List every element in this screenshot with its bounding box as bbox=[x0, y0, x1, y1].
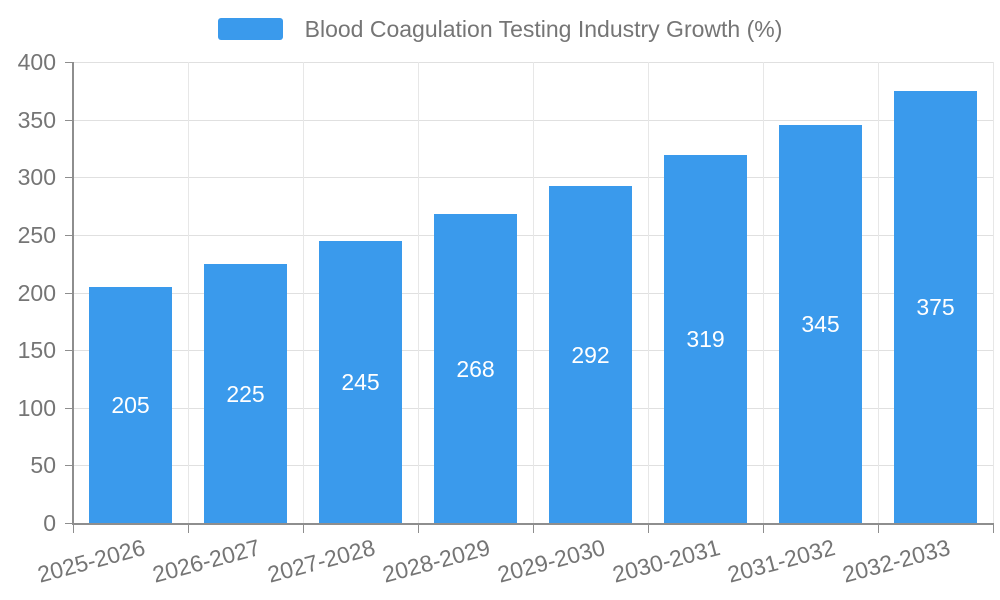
y-axis-tick bbox=[65, 120, 73, 121]
bar-value-label: 345 bbox=[801, 311, 840, 337]
y-axis-tick bbox=[65, 235, 73, 236]
x-axis-tick bbox=[533, 523, 534, 533]
y-axis-label: 0 bbox=[43, 510, 56, 536]
bar[interactable]: 225 bbox=[204, 264, 287, 523]
gridline-vertical bbox=[878, 62, 879, 523]
x-axis-tick bbox=[418, 523, 419, 533]
bar[interactable]: 268 bbox=[434, 214, 517, 523]
x-axis-label: 2026-2027 bbox=[149, 534, 263, 588]
x-axis-tick bbox=[878, 523, 879, 533]
y-axis-label: 200 bbox=[17, 280, 56, 306]
bar-value-label: 268 bbox=[456, 355, 495, 382]
x-axis-label: 2027-2028 bbox=[264, 534, 378, 588]
bar[interactable]: 245 bbox=[319, 241, 402, 523]
legend-item[interactable]: Blood Coagulation Testing Industry Growt… bbox=[0, 16, 1000, 42]
bar[interactable]: 292 bbox=[549, 186, 632, 523]
x-axis-label: 2029-2030 bbox=[494, 534, 608, 588]
y-axis-tick bbox=[65, 408, 73, 409]
y-axis-tick bbox=[65, 177, 73, 178]
gridline-vertical bbox=[188, 62, 189, 523]
gridline-vertical bbox=[648, 62, 649, 523]
x-axis-tick bbox=[993, 523, 994, 533]
bar[interactable]: 205 bbox=[89, 287, 172, 523]
gridline-vertical bbox=[763, 62, 764, 523]
y-axis-label: 300 bbox=[17, 164, 56, 190]
gridline-vertical bbox=[303, 62, 304, 523]
y-axis-label: 150 bbox=[17, 337, 56, 363]
y-axis-tick bbox=[65, 465, 73, 466]
y-axis-label: 100 bbox=[17, 395, 56, 421]
bar-value-label: 225 bbox=[226, 380, 265, 407]
gridline-vertical bbox=[418, 62, 419, 523]
bar-value-label: 292 bbox=[571, 341, 610, 368]
x-axis-label: 2031-2032 bbox=[724, 534, 838, 588]
y-axis-tick bbox=[65, 62, 73, 63]
x-axis-label: 2025-2026 bbox=[34, 534, 148, 588]
legend-swatch-icon bbox=[217, 18, 283, 40]
x-axis-label: 2032-2033 bbox=[839, 534, 953, 588]
y-axis-tick bbox=[65, 350, 73, 351]
x-axis-tick bbox=[73, 523, 74, 533]
x-axis-tick bbox=[188, 523, 189, 533]
x-axis-label: 2030-2031 bbox=[609, 534, 723, 588]
gridline-vertical bbox=[993, 62, 994, 523]
y-axis-tick bbox=[65, 293, 73, 294]
x-axis-tick bbox=[763, 523, 764, 533]
y-axis-label: 50 bbox=[30, 452, 56, 478]
bar-value-label: 319 bbox=[686, 326, 725, 352]
y-axis-label: 400 bbox=[17, 49, 56, 75]
y-axis-tick bbox=[65, 523, 73, 524]
bar[interactable]: 319 bbox=[664, 155, 747, 523]
gridline-vertical bbox=[533, 62, 534, 523]
bar-value-label: 245 bbox=[341, 369, 380, 395]
bar-value-label: 375 bbox=[916, 294, 955, 320]
x-axis-label: 2028-2029 bbox=[379, 534, 493, 588]
y-axis-label: 250 bbox=[17, 222, 56, 248]
bar[interactable]: 375 bbox=[894, 91, 977, 523]
y-axis-line bbox=[72, 62, 74, 524]
y-axis-label: 350 bbox=[17, 107, 56, 133]
x-axis-tick bbox=[303, 523, 304, 533]
x-axis-tick bbox=[648, 523, 649, 533]
bar[interactable]: 345 bbox=[779, 125, 862, 523]
bar-value-label: 205 bbox=[111, 392, 150, 418]
legend-label: Blood Coagulation Testing Industry Growt… bbox=[304, 16, 783, 42]
x-axis-line bbox=[72, 523, 993, 525]
